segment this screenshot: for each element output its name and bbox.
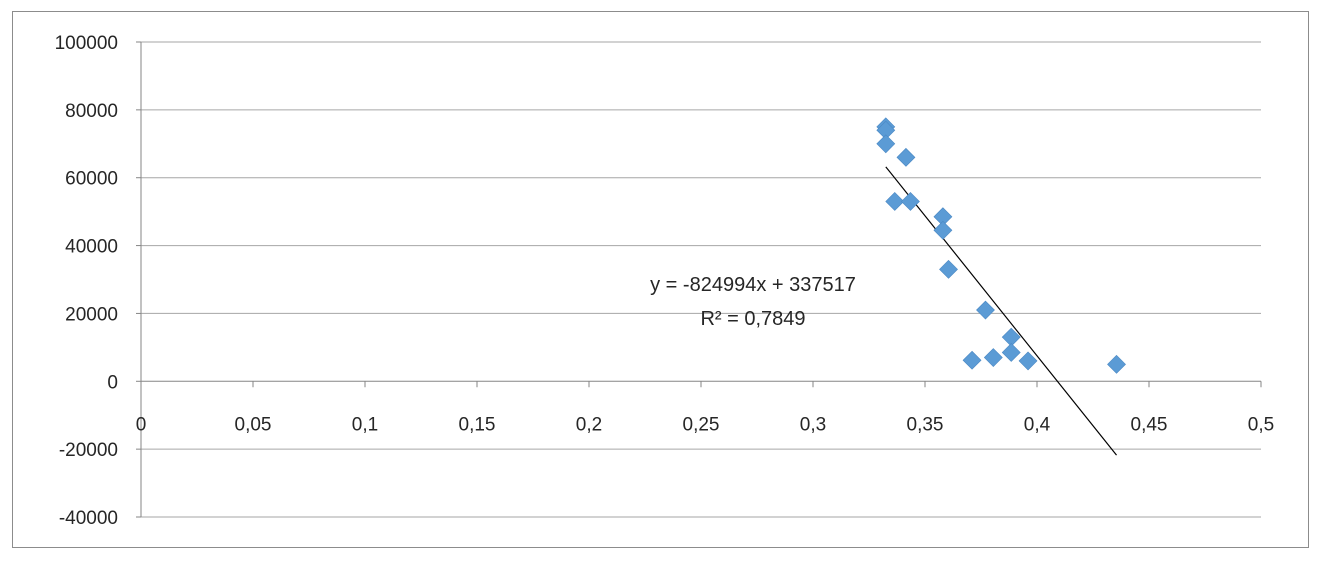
data-point bbox=[885, 192, 905, 211]
y-tick-label: 60000 bbox=[65, 169, 118, 190]
x-tick-label: 0,3 bbox=[800, 414, 826, 435]
data-point bbox=[933, 220, 953, 240]
gridlines bbox=[141, 41, 1261, 518]
data-point bbox=[939, 259, 958, 279]
data-point bbox=[1107, 354, 1126, 374]
y-axis-ticks: 100000 80000 60000 40000 20000 0 -20000 -40000 bbox=[55, 33, 118, 529]
data-point bbox=[901, 192, 920, 211]
trendline bbox=[885, 166, 1117, 456]
data-point bbox=[983, 348, 1003, 367]
trendline-equation: y = -824994x + 337517 bbox=[650, 274, 856, 296]
y-tick-label: 80000 bbox=[65, 101, 118, 122]
x-tick-label: 0,1 bbox=[352, 414, 378, 435]
x-tick-label: 0,4 bbox=[1024, 414, 1051, 435]
data-point bbox=[896, 147, 916, 167]
x-tick-label: 0,25 bbox=[683, 414, 720, 435]
x-tick-label: 0,5 bbox=[1248, 414, 1274, 435]
chart-area bbox=[12, 11, 1309, 548]
x-tick-label: 0,45 bbox=[1131, 414, 1168, 435]
data-point bbox=[976, 300, 995, 320]
axes bbox=[136, 41, 1262, 518]
x-axis-ticks: 0 0,05 0,1 0,15 0,2 0,25 0,3 0,35 0,4 0,45 0,5 bbox=[136, 414, 1275, 435]
x-tick-label: 0,15 bbox=[459, 414, 496, 435]
data-point bbox=[1001, 343, 1021, 362]
x-tick-label: 0,35 bbox=[907, 414, 944, 435]
y-tick-label: 100000 bbox=[55, 33, 118, 54]
x-tick-label: 0,05 bbox=[235, 414, 272, 435]
y-tick-label: -40000 bbox=[59, 508, 118, 529]
x-tick-label: 0,2 bbox=[576, 414, 602, 435]
x-tick-label: 0 bbox=[136, 414, 147, 435]
trendline-group bbox=[885, 166, 1117, 456]
y-tick-label: 0 bbox=[107, 372, 118, 393]
data-point bbox=[876, 134, 896, 154]
data-point bbox=[962, 350, 982, 370]
data-point bbox=[1018, 351, 1038, 371]
y-tick-label: -20000 bbox=[59, 440, 118, 461]
y-tick-label: 40000 bbox=[65, 237, 118, 258]
trendline-r-squared: R² = 0,7849 bbox=[700, 308, 805, 330]
data-points bbox=[876, 117, 1126, 374]
y-tick-label: 20000 bbox=[65, 304, 118, 325]
